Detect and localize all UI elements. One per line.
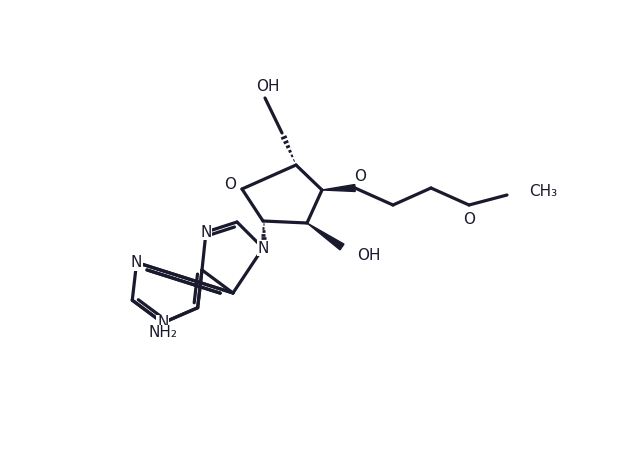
Text: O: O [354, 169, 366, 183]
Text: N: N [257, 241, 269, 256]
Text: O: O [463, 212, 475, 227]
Text: N: N [200, 225, 212, 240]
Text: NH₂: NH₂ [148, 325, 177, 340]
Text: N: N [157, 315, 168, 330]
Text: CH₃: CH₃ [529, 183, 557, 198]
Text: OH: OH [256, 78, 280, 94]
Polygon shape [307, 223, 344, 250]
Text: N: N [131, 255, 142, 270]
Text: OH: OH [357, 248, 381, 263]
Polygon shape [322, 185, 355, 191]
Text: O: O [224, 177, 236, 191]
